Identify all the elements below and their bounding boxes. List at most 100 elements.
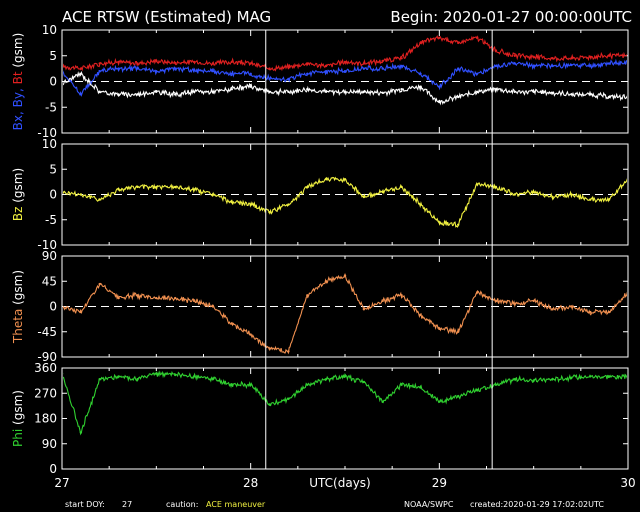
point-phi bbox=[324, 378, 328, 381]
point-phi bbox=[306, 383, 309, 386]
point-phi bbox=[136, 378, 139, 381]
point-bz bbox=[570, 193, 573, 196]
y-tick-label-b: 0 bbox=[49, 75, 57, 89]
point-phi bbox=[343, 375, 347, 378]
y-tick-label-b: -5 bbox=[45, 100, 57, 114]
point-bt bbox=[589, 55, 592, 58]
point-theta bbox=[63, 305, 64, 308]
point-theta bbox=[438, 327, 441, 331]
series-bt bbox=[63, 35, 627, 72]
point-theta bbox=[589, 310, 592, 314]
point-bz bbox=[362, 195, 366, 199]
y-axis-label-part-theta: Theta bbox=[11, 309, 25, 344]
point-bx bbox=[98, 90, 101, 94]
x-tick-label: 30 bbox=[620, 476, 635, 490]
point-by bbox=[324, 70, 328, 73]
point-bz bbox=[607, 198, 611, 201]
point-phi bbox=[211, 378, 215, 381]
point-bz bbox=[287, 203, 290, 206]
y-tick-label-theta: -45 bbox=[37, 325, 57, 339]
point-theta bbox=[117, 296, 120, 300]
point-bx bbox=[249, 85, 252, 88]
point-bx bbox=[362, 90, 366, 94]
y-tick-label-bz: 10 bbox=[42, 137, 57, 151]
point-phi bbox=[570, 376, 573, 379]
point-bx bbox=[494, 88, 498, 91]
point-bz bbox=[155, 185, 158, 189]
panels: 10 5 0 -5 -10 Bx, By, Bt (gsm) 10 5 0 -5 -10 Bz (gs… bbox=[11, 23, 629, 476]
y-axis-label-bz: Bz (gsm) bbox=[11, 168, 25, 221]
point-theta bbox=[513, 302, 516, 305]
point-theta bbox=[343, 274, 347, 277]
point-bz bbox=[400, 185, 403, 189]
point-theta bbox=[381, 299, 384, 303]
point-phi bbox=[249, 383, 252, 386]
point-bt bbox=[155, 59, 158, 63]
point-theta bbox=[494, 299, 498, 303]
point-theta bbox=[98, 282, 101, 286]
y-axis-label-part-phi: Phi bbox=[11, 429, 25, 447]
y-tick-label-phi: 0 bbox=[49, 462, 57, 476]
start-doy-label: start DOY: bbox=[65, 500, 105, 509]
point-bt bbox=[230, 60, 233, 64]
y-tick-label-phi: 270 bbox=[34, 386, 57, 400]
y-tick-label-b: 5 bbox=[49, 49, 57, 63]
point-by bbox=[192, 69, 196, 72]
point-phi bbox=[419, 386, 422, 389]
y-axis-label-b: Bx, By, Bt (gsm) bbox=[11, 33, 25, 131]
point-bt bbox=[306, 62, 309, 65]
point-bx bbox=[419, 85, 422, 88]
y-tick-label-theta: 90 bbox=[42, 249, 57, 263]
point-bz bbox=[211, 193, 215, 196]
y-tick-label-theta: 45 bbox=[42, 274, 57, 288]
point-theta bbox=[249, 333, 252, 336]
point-by bbox=[79, 93, 83, 96]
point-bx bbox=[136, 93, 139, 96]
point-bx bbox=[400, 88, 403, 91]
x-tick-label: 28 bbox=[243, 476, 258, 490]
point-theta bbox=[324, 280, 328, 283]
caution-label: caution: bbox=[166, 500, 198, 509]
point-bz bbox=[79, 193, 83, 196]
point-bt bbox=[438, 36, 441, 39]
point-bt bbox=[457, 41, 460, 45]
point-phi bbox=[607, 375, 611, 378]
point-theta bbox=[174, 296, 177, 300]
point-phi bbox=[287, 397, 290, 401]
y-tick-label-theta: -90 bbox=[37, 350, 57, 364]
point-phi bbox=[192, 375, 196, 378]
x-axis-ticks: 27 28 29 30 bbox=[54, 476, 635, 490]
point-theta bbox=[79, 310, 83, 314]
point-by bbox=[287, 77, 290, 81]
y-tick-label-phi: 360 bbox=[34, 361, 57, 375]
point-bx bbox=[475, 90, 479, 94]
point-by bbox=[570, 63, 573, 67]
panel-bz: 10 5 0 -5 -10 Bz (gsm) bbox=[11, 137, 629, 252]
point-bz bbox=[589, 198, 592, 201]
point-bz bbox=[381, 190, 384, 194]
y-tick-label-bz: -10 bbox=[37, 238, 57, 252]
series-bx bbox=[63, 70, 627, 106]
point-bt bbox=[192, 60, 196, 64]
point-bt bbox=[475, 36, 479, 39]
point-by bbox=[136, 67, 139, 70]
y-tick-label-bz: -5 bbox=[45, 213, 57, 227]
point-bt bbox=[324, 64, 328, 68]
point-bz bbox=[532, 190, 535, 194]
point-theta bbox=[532, 299, 535, 303]
series-theta bbox=[63, 272, 627, 355]
point-bt bbox=[532, 55, 535, 58]
y-tick-label-b: -10 bbox=[37, 126, 57, 140]
point-phi bbox=[589, 375, 592, 378]
point-by bbox=[513, 62, 516, 65]
y-tick-label-bz: 5 bbox=[49, 162, 57, 176]
start-doy-value: 27 bbox=[122, 500, 132, 509]
point-phi bbox=[532, 379, 535, 382]
point-bz bbox=[98, 198, 101, 201]
point-bt bbox=[79, 67, 83, 70]
point-bx bbox=[174, 93, 177, 96]
x-tick-label: 29 bbox=[432, 476, 447, 490]
point-by bbox=[419, 72, 422, 76]
point-phi bbox=[475, 389, 479, 392]
